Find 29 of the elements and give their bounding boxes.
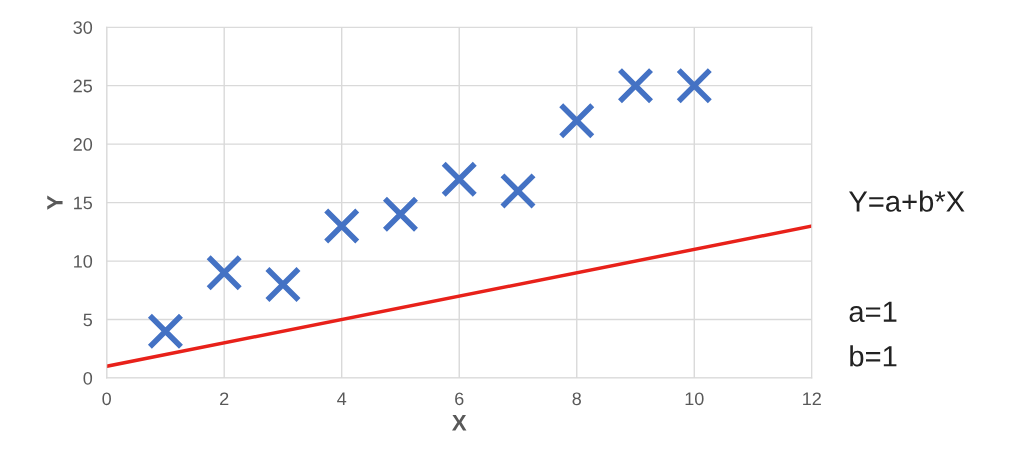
x-tick-label: 2	[220, 392, 229, 405]
point	[675, 67, 713, 104]
y-tick-label: 30	[73, 21, 93, 34]
y-tick-label: 15	[74, 196, 93, 210]
y-tick-label: 10	[74, 255, 93, 268]
y-tick-label: 0	[83, 371, 93, 385]
point	[323, 207, 361, 245]
text: a=1	[849, 301, 897, 323]
x-tick-label: 6	[455, 392, 464, 406]
text: Y=a+b*X	[849, 190, 965, 212]
point	[617, 67, 654, 104]
y-tick-label: 25	[73, 79, 93, 93]
x-tick-label: 12	[803, 392, 821, 405]
y-axis-title: Y	[47, 195, 63, 210]
x-axis-title: X	[452, 415, 467, 431]
x-tick-label: 4	[337, 392, 347, 405]
y-tick-label: 20	[73, 138, 93, 151]
point	[558, 102, 596, 140]
x-tick-label: 10	[685, 392, 704, 406]
point	[382, 195, 419, 233]
x-tick-label: 0	[102, 392, 111, 406]
point	[440, 160, 478, 198]
y-tick-label: 5	[83, 313, 93, 327]
point	[499, 172, 537, 210]
text: b=1	[850, 345, 897, 367]
x-tick-label: 8	[572, 392, 581, 406]
point	[205, 254, 243, 292]
point	[147, 312, 184, 350]
point	[264, 266, 302, 303]
